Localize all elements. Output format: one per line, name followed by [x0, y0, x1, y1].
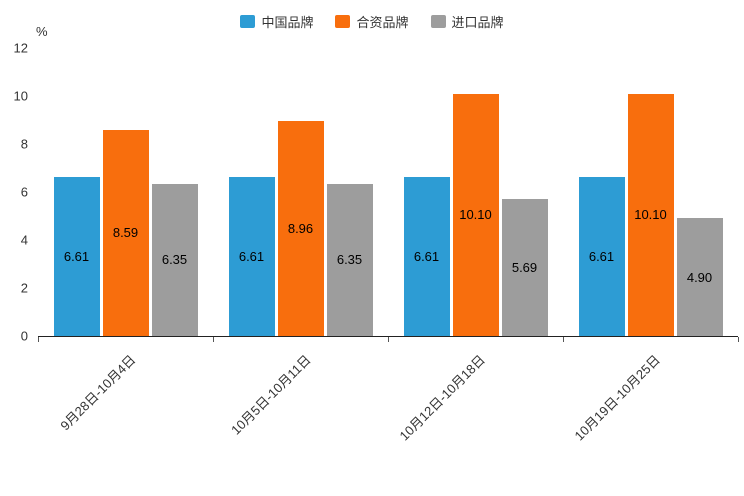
bar: 6.35: [326, 183, 373, 336]
x-axis-category-label: 10月5日-10月11日: [227, 352, 314, 438]
y-tick-label: 6: [20, 184, 28, 200]
y-tick-label: 0: [20, 328, 28, 344]
bar: 4.90: [676, 218, 723, 336]
x-axis-tick-mark: [388, 337, 389, 342]
legend-swatch-icon: [240, 15, 256, 28]
legend-swatch-icon: [430, 15, 446, 28]
x-axis-category-label: 10月12日-10月18日: [396, 352, 489, 444]
bar: 6.61: [53, 177, 100, 336]
bar: 6.61: [228, 177, 275, 336]
bar-value-label: 8.59: [112, 225, 139, 241]
y-tick-label: 4: [20, 232, 28, 248]
bar: 10.10: [452, 93, 499, 336]
bar-group: 6.61 10.10 4.90 10月19日-10月25日: [563, 48, 738, 443]
bar: 6.61: [578, 177, 625, 336]
bar-value-label: 4.90: [686, 269, 713, 285]
x-axis-tick-mark: [563, 337, 564, 342]
bar-value-label: 6.61: [63, 249, 90, 265]
x-axis-tick-mark: [738, 337, 739, 342]
bar-value-label: 8.96: [287, 220, 314, 236]
y-axis-ticks: 0 2 4 6 8 10 12: [0, 41, 34, 344]
bar-value-label: 6.61: [238, 249, 265, 265]
bar: 6.61: [403, 177, 450, 336]
bar-group: 6.61 8.59 6.35 9月28日-10月4日: [38, 48, 213, 433]
bar-value-label: 10.10: [459, 207, 492, 223]
plot-area: 6.61 8.59 6.35 9月28日-10月4日 6.61 8.96 6.35 10月5日…: [38, 48, 739, 443]
bar-value-label: 6.35: [336, 252, 363, 268]
bar-group: 6.61 10.10 5.69 10月12日-10月18日: [388, 48, 563, 443]
bar-value-label: 6.61: [413, 249, 440, 265]
legend: 中国品牌 合资品牌 进口品牌: [0, 12, 744, 31]
bar: 6.35: [151, 183, 198, 336]
y-tick-label: 10: [13, 88, 28, 104]
legend-item-3[interactable]: 进口品牌: [430, 12, 504, 31]
y-axis-unit-label: %: [36, 24, 48, 39]
legend-label: 中国品牌: [261, 15, 314, 30]
bar: 5.69: [501, 199, 548, 336]
y-tick-label: 8: [20, 136, 28, 152]
x-axis-tick-mark: [38, 337, 39, 342]
x-axis-category-label: 10月19日-10月25日: [571, 352, 664, 444]
x-axis-tick-mark: [213, 337, 214, 342]
bar: 10.10: [627, 93, 674, 336]
bar: 8.59: [102, 129, 149, 336]
x-axis-category-label: 9月28日-10月4日: [57, 352, 139, 434]
bar-value-label: 6.35: [161, 252, 188, 268]
legend-item-1[interactable]: 中国品牌: [240, 12, 313, 31]
legend-label: 进口品牌: [451, 15, 504, 30]
bar: 8.96: [277, 120, 324, 336]
legend-label: 合资品牌: [356, 15, 409, 30]
legend-swatch-icon: [335, 15, 351, 28]
bar-value-label: 5.69: [511, 260, 538, 276]
y-tick-label: 2: [20, 280, 28, 296]
bar-value-label: 6.61: [588, 249, 615, 265]
y-tick-label: 12: [13, 40, 28, 56]
bar-value-label: 10.10: [634, 207, 667, 223]
legend-item-2[interactable]: 合资品牌: [335, 12, 409, 31]
bar-group: 6.61 8.96 6.35 10月5日-10月11日: [213, 48, 388, 438]
